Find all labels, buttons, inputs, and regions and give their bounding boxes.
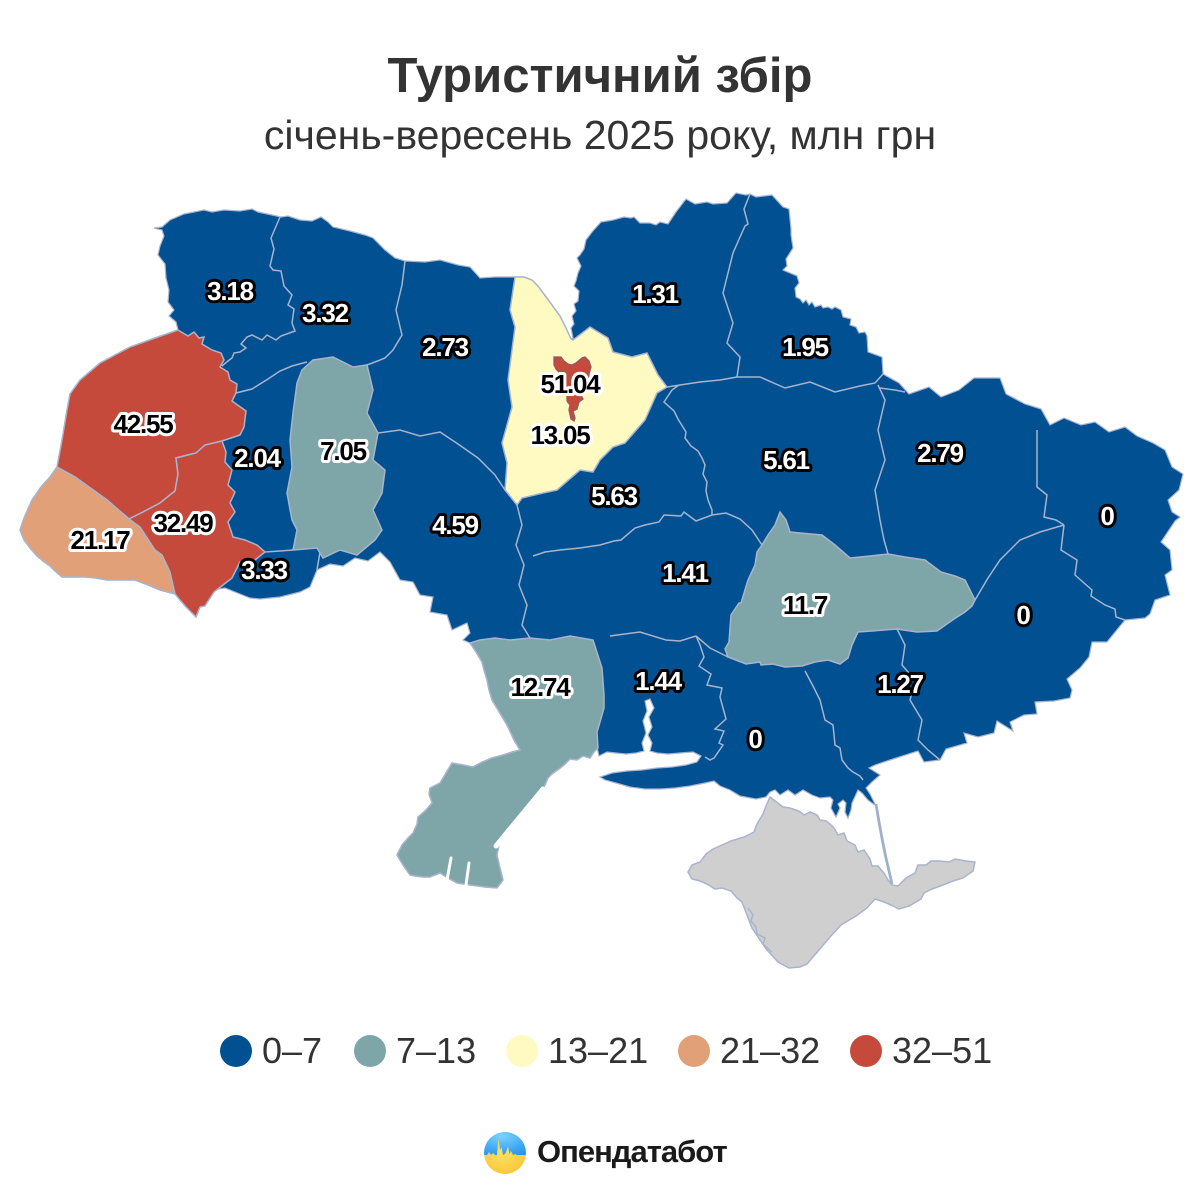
svg-text:13–21: 13–21	[548, 1030, 648, 1071]
svg-text:32–51: 32–51	[892, 1030, 992, 1071]
svg-text:13.05: 13.05	[530, 420, 590, 450]
svg-text:0: 0	[1100, 501, 1114, 531]
svg-text:3.32: 3.32	[302, 298, 349, 328]
svg-text:1.41: 1.41	[662, 558, 709, 588]
svg-text:0: 0	[1016, 600, 1030, 630]
svg-text:51.04: 51.04	[540, 369, 601, 399]
svg-text:1.27: 1.27	[877, 669, 924, 699]
svg-text:11.7: 11.7	[783, 590, 828, 620]
svg-text:1.44: 1.44	[635, 666, 683, 696]
svg-text:3.18: 3.18	[207, 276, 254, 306]
svg-text:1.31: 1.31	[632, 279, 679, 309]
svg-text:2.04: 2.04	[234, 443, 282, 473]
svg-text:21–32: 21–32	[720, 1030, 820, 1071]
svg-text:32.49: 32.49	[153, 508, 213, 538]
svg-text:42.55: 42.55	[113, 409, 173, 439]
svg-text:4.59: 4.59	[432, 510, 479, 540]
svg-text:5.63: 5.63	[591, 481, 638, 511]
svg-text:5.61: 5.61	[763, 445, 810, 475]
svg-text:3.33: 3.33	[241, 555, 288, 585]
svg-text:2.79: 2.79	[917, 438, 964, 468]
svg-text:21.17: 21.17	[70, 525, 130, 555]
svg-text:1.95: 1.95	[782, 332, 829, 362]
svg-text:2.73: 2.73	[422, 332, 469, 362]
svg-text:7.05: 7.05	[320, 436, 367, 466]
svg-text:12.74: 12.74	[510, 672, 571, 702]
svg-text:0: 0	[748, 724, 762, 754]
svg-text:7–13: 7–13	[396, 1030, 476, 1071]
svg-text:0–7: 0–7	[262, 1030, 322, 1071]
svg-text:Опендатабот: Опендатабот	[537, 1134, 727, 1169]
